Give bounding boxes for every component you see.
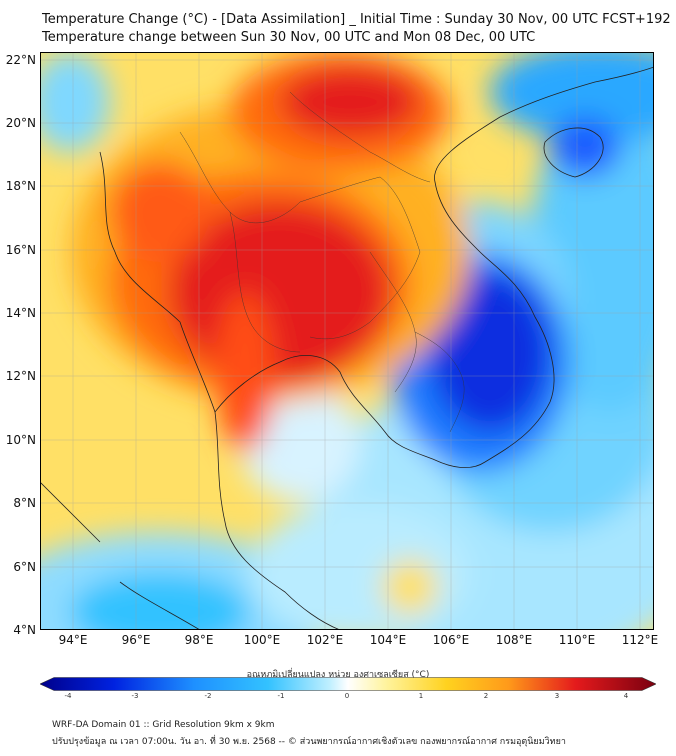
lon-label: 112°E: [621, 633, 659, 647]
lat-label: 12°N: [5, 369, 36, 383]
lat-label: 8°N: [13, 496, 36, 510]
colorbar-tick: -1: [277, 692, 285, 700]
temperature-field: [40, 52, 654, 630]
lat-label: 22°N: [5, 53, 36, 67]
lon-label: 98°E: [184, 633, 214, 647]
footer-credit: ปรับปรุงข้อมูล ณ เวลา 07:00น. วัน อา. ที…: [52, 737, 566, 747]
colorbar-tick: 0: [344, 692, 350, 700]
lon-label: 108°E: [495, 633, 533, 647]
lon-label: 102°E: [306, 633, 344, 647]
colorbar-tick: 4: [623, 692, 629, 700]
lat-label: 16°N: [5, 243, 36, 257]
lat-label: 4°N: [13, 623, 36, 637]
coastlines: [40, 66, 654, 630]
colorbar-tick: -2: [204, 692, 212, 700]
colorbar-tick: 1: [418, 692, 424, 700]
map-title: Temperature Change (°C) - [Data Assimila…: [42, 12, 671, 27]
map-subtitle: Temperature change between Sun 30 Nov, 0…: [42, 30, 536, 45]
country-borders: [179, 91, 465, 433]
colorbar: [40, 677, 656, 691]
lat-label: 20°N: [5, 116, 36, 130]
colorbar-tick: 2: [483, 692, 489, 700]
map-border: [40, 52, 654, 630]
lon-label: 110°E: [558, 633, 596, 647]
lon-label: 106°E: [432, 633, 470, 647]
graticule: [40, 52, 654, 630]
lat-label: 6°N: [13, 560, 36, 574]
lon-label: 96°E: [121, 633, 151, 647]
colorbar-tick: -4: [64, 692, 72, 700]
colorbar-tick: 3: [554, 692, 560, 700]
lat-label: 18°N: [5, 179, 36, 193]
lon-label: 94°E: [58, 633, 88, 647]
colorbar-ramp: [40, 677, 656, 691]
lon-label: 104°E: [369, 633, 407, 647]
footer-model-info: WRF-DA Domain 01 :: Grid Resolution 9km …: [52, 720, 275, 730]
colorbar-label: อุณหภูมิเปลี่ยนแปลง หน่วย องศาเซลเซียส (…: [246, 670, 430, 680]
colorbar-tick: -3: [131, 692, 139, 700]
lat-label: 10°N: [5, 433, 36, 447]
lon-label: 100°E: [243, 633, 281, 647]
temperature-change-map: [40, 52, 654, 630]
lat-label: 14°N: [5, 306, 36, 320]
map-field: [40, 52, 654, 630]
